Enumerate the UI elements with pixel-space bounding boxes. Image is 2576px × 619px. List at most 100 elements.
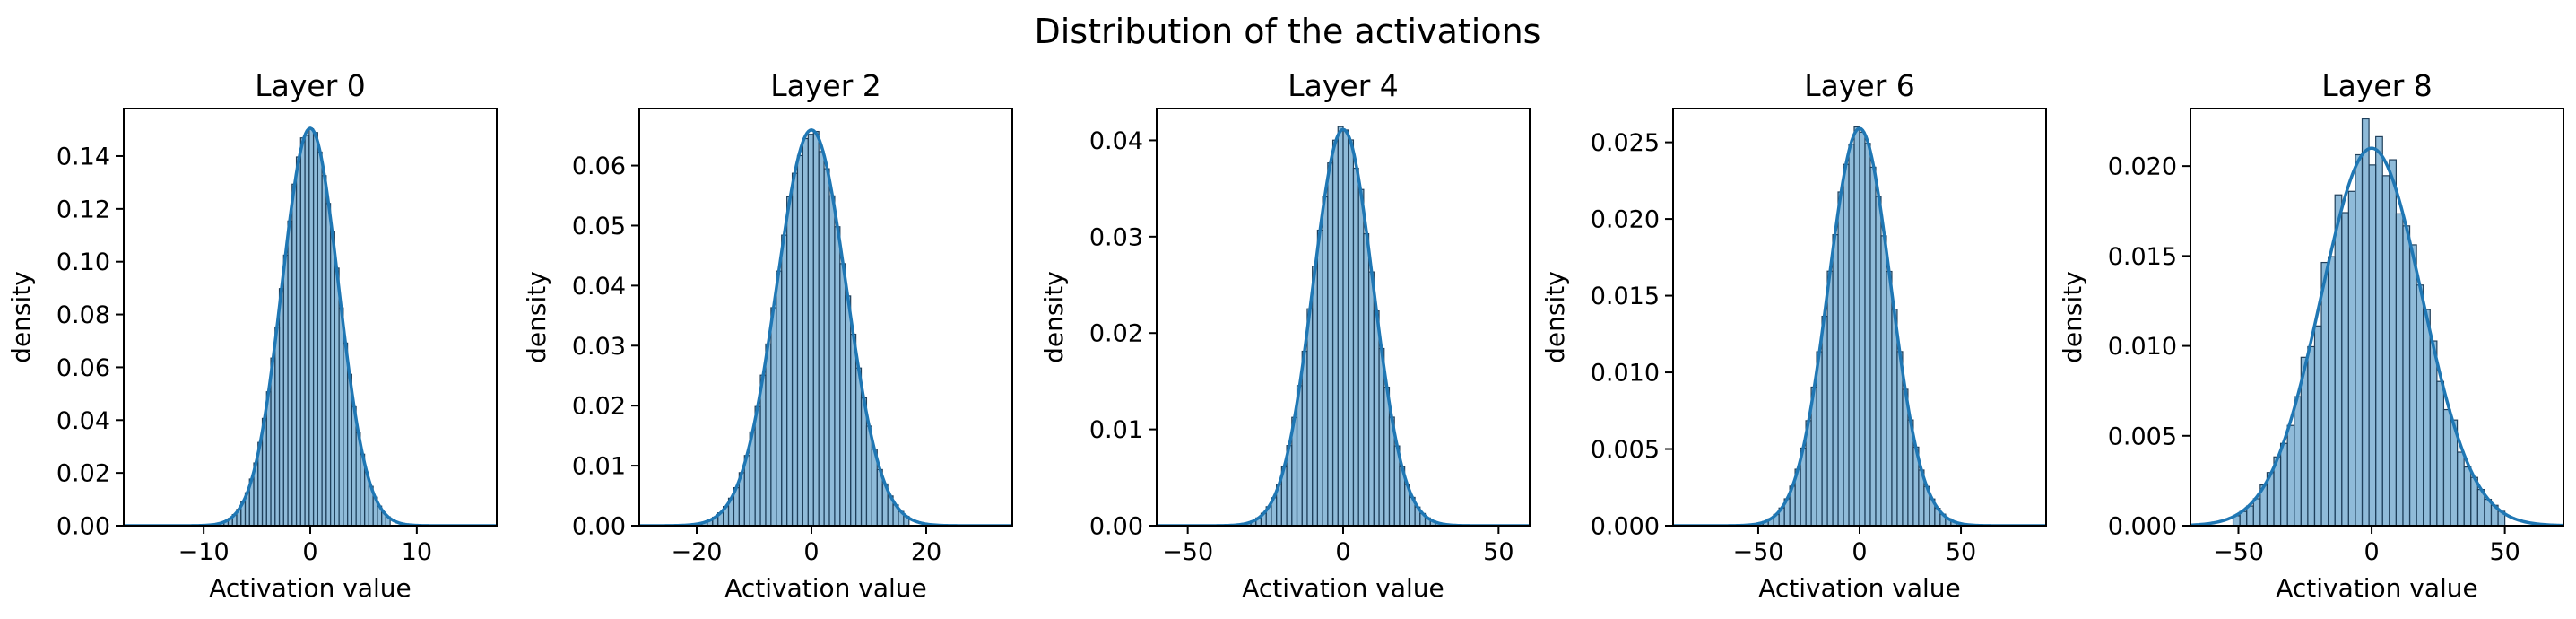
x-tick-label: 50 bbox=[2489, 538, 2520, 566]
histogram-bar bbox=[1843, 163, 1850, 527]
y-tick-label: 0.015 bbox=[1591, 283, 1660, 310]
histogram-bar bbox=[329, 231, 335, 527]
y-tick-label: 0.04 bbox=[1089, 127, 1143, 155]
y-tick-label: 0.010 bbox=[1591, 360, 1660, 388]
x-tick-label: −10 bbox=[178, 538, 230, 566]
histogram-bar bbox=[1869, 166, 1877, 527]
histogram-bar bbox=[1367, 271, 1375, 527]
x-tick-label: 10 bbox=[402, 538, 432, 566]
histogram-bar bbox=[781, 234, 788, 527]
histogram-bar bbox=[2368, 164, 2377, 527]
x-tick-label: 0 bbox=[803, 538, 819, 566]
histogram-bar bbox=[2294, 396, 2302, 527]
histogram-bar bbox=[317, 151, 323, 527]
x-tick-label: 50 bbox=[1483, 538, 1514, 566]
y-axis-label: density bbox=[2058, 271, 2087, 363]
y-tick-label: 0.02 bbox=[1089, 320, 1143, 348]
histogram-bar bbox=[321, 175, 327, 527]
histogram-bar bbox=[2246, 505, 2254, 527]
y-axis-label: density bbox=[1039, 271, 1069, 363]
histogram-bar bbox=[287, 220, 293, 527]
histogram-bar bbox=[2456, 451, 2465, 527]
histogram-bar bbox=[2347, 190, 2356, 527]
x-tick-label: 50 bbox=[1946, 538, 1976, 566]
histogram-bar bbox=[1880, 235, 1887, 527]
histogram-bar bbox=[2252, 498, 2261, 527]
histogram-bar bbox=[1886, 270, 1893, 527]
plot-frame bbox=[638, 108, 1013, 527]
y-tick-label: 0.000 bbox=[1591, 513, 1660, 541]
histogram-bar bbox=[2313, 325, 2322, 527]
histogram-bar bbox=[2361, 118, 2370, 527]
histogram-bar bbox=[2389, 159, 2397, 527]
histogram-bar bbox=[2395, 213, 2404, 527]
histogram-bar bbox=[1327, 162, 1334, 527]
histogram-bar bbox=[338, 307, 344, 527]
histogram-bar bbox=[1322, 196, 1329, 527]
histogram-bar bbox=[812, 130, 820, 527]
histogram-bar bbox=[1342, 129, 1349, 527]
histogram-bar bbox=[270, 357, 276, 527]
histogram-bar bbox=[1373, 310, 1380, 527]
histogram-bar bbox=[299, 137, 306, 527]
y-tick-label: 0.000 bbox=[2108, 513, 2177, 541]
histogram-bar bbox=[2279, 442, 2288, 527]
panels: −10 0 10 0.00 0.02 0.04 0.06 0.08 0.10 0.12 0.14 La… bbox=[6, 68, 2564, 603]
x-axis-label: Activation value bbox=[1242, 573, 1444, 603]
panel-title: Layer 8 bbox=[2321, 68, 2433, 103]
histogram-bar bbox=[274, 326, 281, 527]
y-tick-label: 0.01 bbox=[1089, 416, 1143, 444]
histogram-bar bbox=[1821, 315, 1828, 527]
histogram-bar bbox=[2341, 212, 2349, 527]
histogram-bar bbox=[770, 307, 777, 527]
histogram-bar bbox=[786, 196, 794, 527]
histogram-bar bbox=[796, 154, 803, 527]
histogram-bar bbox=[1348, 139, 1355, 527]
y-tick-label: 0.020 bbox=[1591, 206, 1660, 234]
histogram-bar bbox=[2381, 175, 2390, 527]
y-tick-label: 0.04 bbox=[56, 407, 110, 435]
y-tick-label: 0.005 bbox=[2108, 423, 2177, 450]
y-tick-label: 0.12 bbox=[56, 196, 110, 223]
histogram-bar bbox=[278, 288, 284, 527]
histogram-bar bbox=[2375, 135, 2383, 527]
histogram-bar bbox=[2423, 309, 2431, 527]
y-tick-label: 0.00 bbox=[572, 513, 626, 541]
y-tick-label: 0.04 bbox=[572, 273, 626, 301]
x-axis-label: Activation value bbox=[2276, 573, 2478, 603]
figure-title: Distribution of the activations bbox=[1035, 12, 1541, 51]
histogram-bar bbox=[2328, 256, 2336, 527]
kde-line bbox=[2190, 146, 2564, 527]
histogram-bar bbox=[1331, 139, 1339, 527]
y-tick-label: 0.02 bbox=[56, 460, 110, 488]
x-axis-label: Activation value bbox=[1758, 573, 1961, 603]
y-tick-label: 0.020 bbox=[2108, 153, 2177, 181]
histogram bbox=[1751, 126, 1968, 527]
y-axis-label: density bbox=[1540, 271, 1570, 363]
panel-title: Layer 2 bbox=[770, 68, 881, 103]
histogram-bar bbox=[312, 132, 318, 527]
histogram-bar bbox=[2429, 340, 2438, 527]
histogram-bar bbox=[839, 263, 846, 527]
y-tick-label: 0.06 bbox=[572, 153, 626, 180]
histogram-bar bbox=[1312, 266, 1319, 527]
x-tick-label: −50 bbox=[1162, 538, 1213, 566]
histogram-bar bbox=[834, 226, 841, 527]
histogram-bar bbox=[759, 374, 767, 527]
y-tick-label: 0.08 bbox=[56, 301, 110, 329]
panel-title: Layer 0 bbox=[255, 68, 366, 103]
histogram-bar bbox=[850, 333, 857, 527]
y-tick-label: 0.00 bbox=[56, 513, 110, 541]
histogram-bar bbox=[1864, 143, 1871, 527]
x-tick-label: −50 bbox=[2213, 538, 2264, 566]
histogram-bar bbox=[1848, 144, 1855, 527]
histogram-bar bbox=[1378, 347, 1385, 527]
x-tick-label: 0 bbox=[302, 538, 317, 566]
histogram-bar bbox=[1891, 309, 1898, 527]
histogram-bar bbox=[828, 195, 836, 527]
histogram-bar bbox=[1316, 229, 1323, 527]
y-tick-label: 0.015 bbox=[2108, 243, 2177, 271]
histogram-bar bbox=[1816, 351, 1823, 527]
histogram-bar bbox=[1853, 126, 1860, 527]
histogram-bar bbox=[1306, 308, 1314, 527]
